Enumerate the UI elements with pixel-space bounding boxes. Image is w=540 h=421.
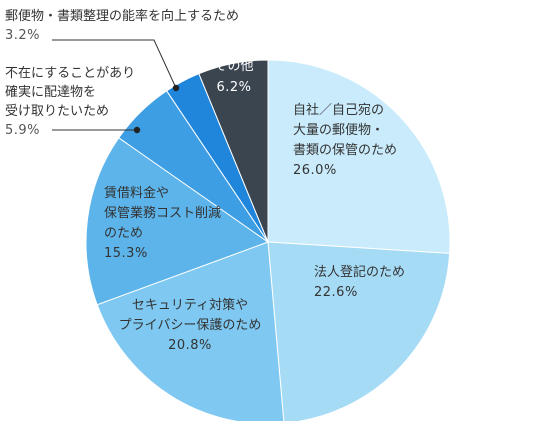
leader-dot-5 (133, 126, 141, 134)
slice-label-line: 保管業務コスト削減 (104, 205, 221, 221)
slice-label-line: 不在にすることがあり (5, 66, 135, 81)
slice-label-line: プライバシー保護のため (119, 317, 262, 333)
slice-label-line: セキュリティ対策や (132, 297, 248, 313)
slice-value-label: 5.9% (5, 123, 40, 138)
slice-value-label: 26.0% (293, 163, 337, 178)
pie-slice-1 (267, 59, 451, 254)
slice-label-line: 大量の郵便物・ (293, 123, 384, 138)
slice-label-line: 法人登記のため (314, 264, 405, 280)
slice-label-line: 郵便物・書類整理の能率を向上するため (5, 8, 239, 24)
slice-value-label: 20.8% (168, 338, 212, 353)
slice-label-6: 郵便物・書類整理の能率を向上するため 3.2% (5, 8, 239, 43)
slice-label-line: その他 (214, 59, 253, 74)
pie-slice-4 (85, 137, 270, 306)
pie-slice-2 (267, 241, 451, 421)
slice-label-line: 確実に配達物を (5, 84, 96, 100)
slice-label-line: 書類の保管のため (293, 143, 397, 158)
slice-value-label: 6.2% (216, 80, 251, 95)
leader-dot-6 (172, 84, 180, 92)
leader-line-6 (52, 39, 177, 89)
slice-label-line: 自社／自己宛の (293, 102, 384, 118)
slice-label-2: 法人登記のため 22.6% (314, 264, 405, 300)
slice-label-7: その他 6.2% (214, 59, 253, 95)
slice-label-line: 受け取りたいため (5, 104, 109, 119)
slice-value-label: 22.6% (314, 285, 358, 300)
slice-value-label: 15.3% (104, 246, 148, 261)
slice-label-line: 賃借料金や (104, 185, 169, 201)
slice-label-line: のため (104, 226, 143, 241)
pie-slice-7 (198, 59, 269, 243)
pie-slice-3 (96, 241, 285, 421)
slice-value-label: 3.2% (5, 28, 40, 43)
